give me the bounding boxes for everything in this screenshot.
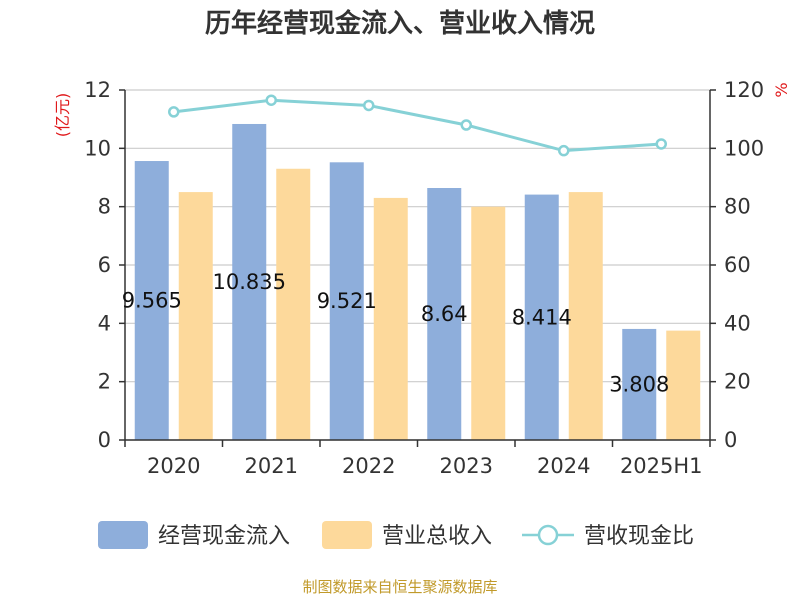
legend: 经营现金流入 营业总收入 营收现金比 xyxy=(98,521,694,549)
data-label-cash-inflow: 3.808 xyxy=(609,372,669,396)
legend-swatch-revenue xyxy=(322,521,372,549)
right-tick-label: 80 xyxy=(724,195,751,219)
left-tick-label: 6 xyxy=(98,253,111,277)
bar-revenue xyxy=(373,197,408,440)
ratio-point xyxy=(655,138,667,150)
right-tick-label: 0 xyxy=(724,428,737,452)
bar-revenue xyxy=(471,206,506,440)
bar-revenue xyxy=(276,168,311,440)
chart-title: 历年经营现金流入、营业收入情况 xyxy=(205,8,595,39)
left-tick-label: 12 xyxy=(84,78,111,102)
bar-revenue xyxy=(568,192,603,440)
bar-cash-inflow xyxy=(524,194,559,440)
left-tick-label: 2 xyxy=(98,370,111,394)
left-axis-unit: (亿元) xyxy=(53,93,72,138)
right-tick-label: 60 xyxy=(724,253,751,277)
bar-revenue xyxy=(666,330,701,440)
x-tick-label: 2021 xyxy=(245,454,298,478)
bar-cash-inflow xyxy=(427,188,462,440)
data-labels: 9.565 10.835 9.521 8.64 8.414 3.808 xyxy=(122,270,670,396)
bar-revenue xyxy=(178,192,213,440)
data-label-cash-inflow: 9.521 xyxy=(317,289,377,313)
bar-cash-inflow xyxy=(329,162,364,440)
data-label-cash-inflow: 8.64 xyxy=(421,302,468,326)
right-tick-label: 20 xyxy=(724,370,751,394)
data-label-cash-inflow: 9.565 xyxy=(122,289,182,313)
x-tick-label: 2020 xyxy=(147,454,200,478)
bars xyxy=(134,123,701,441)
x-tick-label: 2024 xyxy=(537,454,590,478)
legend-swatch-ratio-marker xyxy=(537,524,559,546)
data-label-cash-inflow: 8.414 xyxy=(512,305,572,329)
right-tick-label: 100 xyxy=(724,136,764,160)
ratio-line xyxy=(168,94,667,157)
grid-lines xyxy=(125,89,710,441)
ratio-point xyxy=(558,144,570,157)
ratio-line-path xyxy=(173,98,662,153)
ratio-point xyxy=(460,119,472,131)
bar-cash-inflow xyxy=(232,123,267,441)
right-tick-label: 40 xyxy=(724,311,751,335)
ratio-point xyxy=(363,99,375,112)
x-tick-label: 2022 xyxy=(342,454,395,478)
legend-label-cash-inflow: 经营现金流入 xyxy=(158,524,290,549)
left-tick-label: 8 xyxy=(98,195,111,219)
x-tick-label: 2025H1 xyxy=(620,454,703,478)
legend-label-revenue: 营业总收入 xyxy=(382,524,492,549)
left-tick-label: 4 xyxy=(98,311,111,335)
x-tick-label: 2023 xyxy=(440,454,493,478)
legend-label-ratio: 营收现金比 xyxy=(584,524,694,549)
bar-cash-inflow xyxy=(134,161,169,441)
right-axis-unit: % xyxy=(772,82,791,97)
left-tick-label: 10 xyxy=(84,136,111,160)
left-tick-label: 0 xyxy=(98,428,111,452)
data-label-cash-inflow: 10.835 xyxy=(213,270,286,294)
right-tick-label: 120 xyxy=(724,78,764,102)
bar-cash-inflow xyxy=(622,328,657,440)
legend-swatch-cash-inflow xyxy=(98,521,148,549)
ratio-point xyxy=(265,94,277,106)
ratio-point xyxy=(168,106,180,118)
source-note: 制图数据来自恒生聚源数据库 xyxy=(302,578,497,596)
